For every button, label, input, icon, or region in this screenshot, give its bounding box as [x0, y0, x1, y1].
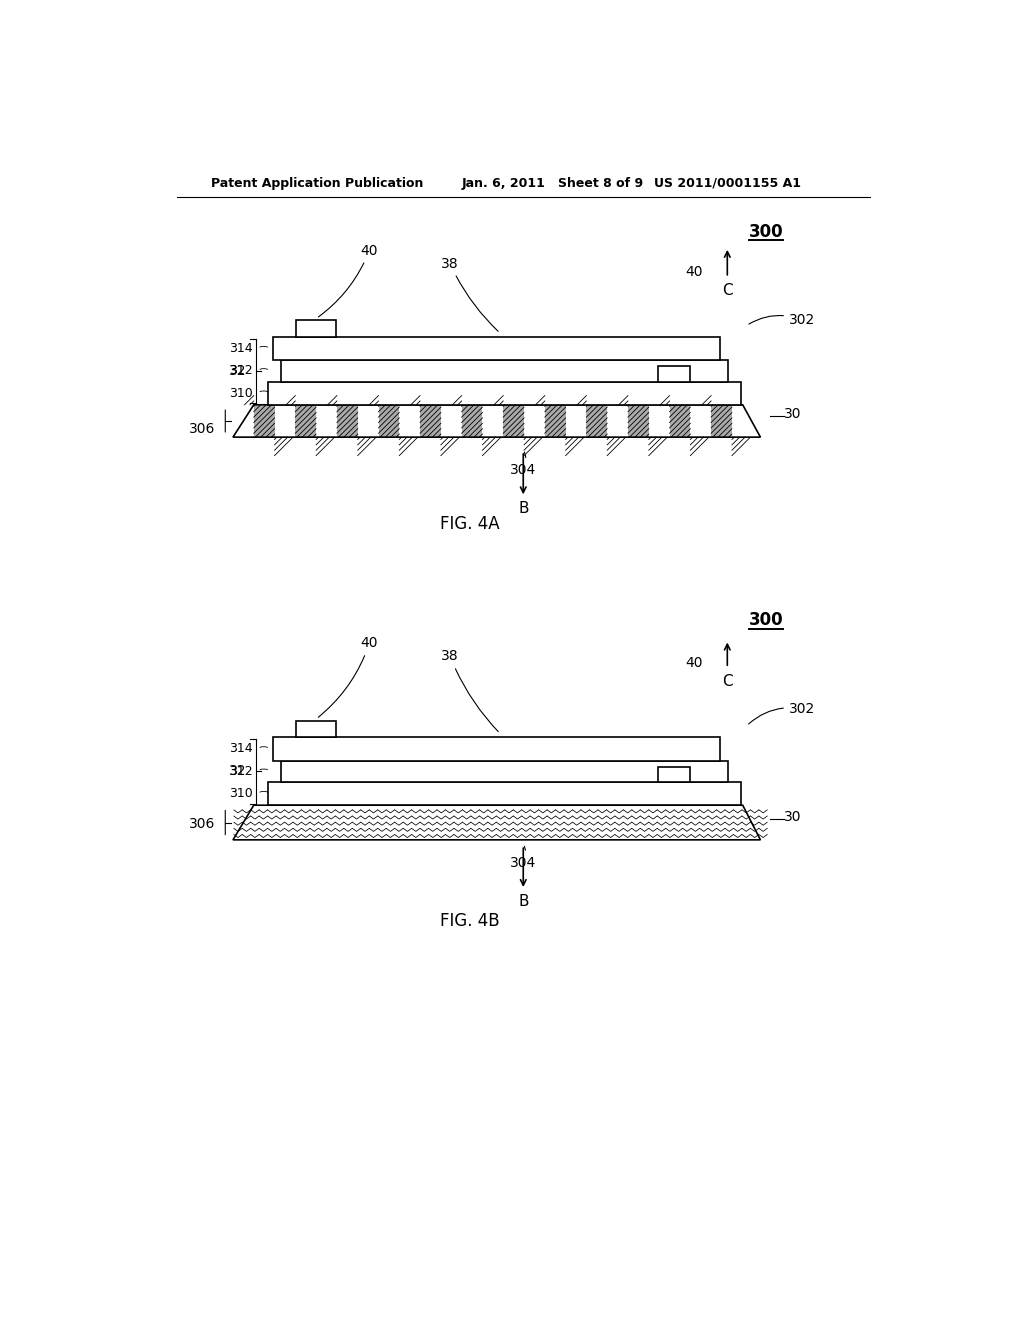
Polygon shape	[295, 405, 316, 437]
Polygon shape	[670, 405, 690, 437]
Polygon shape	[628, 405, 649, 437]
Polygon shape	[711, 405, 732, 437]
Bar	[296, 721, 336, 738]
Text: 306: 306	[188, 422, 215, 437]
Polygon shape	[233, 805, 761, 840]
Bar	[281, 360, 728, 381]
Text: 300: 300	[749, 223, 783, 240]
Text: 40: 40	[685, 656, 702, 669]
Text: 312: 312	[229, 764, 253, 777]
Text: C: C	[722, 673, 732, 689]
Bar	[281, 760, 728, 781]
Text: 314: 314	[229, 342, 253, 355]
Text: 304: 304	[510, 451, 537, 477]
Bar	[273, 337, 720, 360]
Polygon shape	[503, 405, 524, 437]
Text: US 2011/0001155 A1: US 2011/0001155 A1	[654, 177, 801, 190]
Text: B: B	[518, 502, 528, 516]
Text: 40: 40	[318, 636, 378, 717]
Polygon shape	[462, 405, 482, 437]
Text: 38: 38	[441, 256, 498, 331]
Polygon shape	[420, 405, 441, 437]
Polygon shape	[233, 405, 761, 437]
Text: C: C	[722, 284, 732, 298]
Text: 304: 304	[510, 846, 537, 870]
Text: FIG. 4B: FIG. 4B	[439, 912, 499, 929]
Text: 40: 40	[685, 265, 702, 280]
Text: 302: 302	[749, 702, 815, 723]
Text: 32: 32	[229, 364, 247, 378]
Text: 310: 310	[229, 787, 253, 800]
Text: FIG. 4A: FIG. 4A	[439, 515, 499, 533]
Text: 306: 306	[188, 817, 215, 832]
Text: 38: 38	[441, 649, 499, 731]
Bar	[296, 321, 336, 337]
Bar	[267, 781, 741, 805]
Text: Jan. 6, 2011   Sheet 8 of 9: Jan. 6, 2011 Sheet 8 of 9	[462, 177, 644, 190]
Text: 314: 314	[229, 742, 253, 755]
Bar	[658, 767, 690, 781]
Text: 312: 312	[229, 364, 253, 378]
Bar	[658, 367, 690, 381]
Text: 30: 30	[783, 407, 801, 421]
Polygon shape	[337, 405, 357, 437]
Bar	[267, 381, 741, 405]
Text: 300: 300	[749, 611, 783, 630]
Text: B: B	[518, 894, 528, 908]
Text: Patent Application Publication: Patent Application Publication	[211, 177, 424, 190]
Text: 30: 30	[783, 809, 801, 824]
Polygon shape	[545, 405, 565, 437]
Text: 310: 310	[229, 387, 253, 400]
Polygon shape	[587, 405, 607, 437]
Polygon shape	[379, 405, 399, 437]
Text: 302: 302	[749, 313, 815, 327]
Bar	[273, 738, 720, 760]
Polygon shape	[254, 405, 274, 437]
Text: 40: 40	[318, 244, 378, 317]
Text: 32: 32	[229, 764, 247, 779]
